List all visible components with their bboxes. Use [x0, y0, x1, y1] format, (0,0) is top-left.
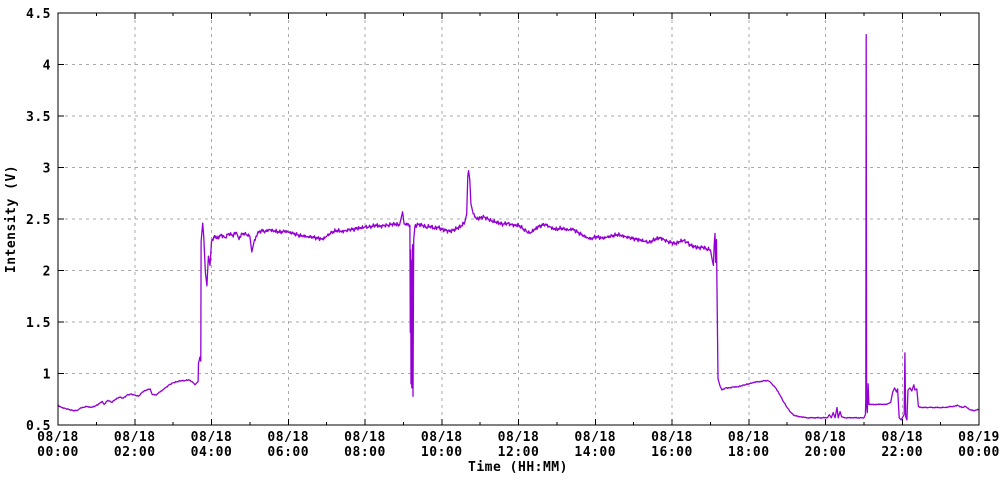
y-tick-label: 3.5	[26, 110, 51, 125]
axis-layer: 08/1800:0008/1802:0008/1804:0008/1806:00…	[26, 7, 1000, 460]
x-tick-label-time: 02:00	[114, 445, 156, 460]
x-tick-label-time: 08:00	[344, 445, 386, 460]
x-tick-label-date: 08/19	[958, 430, 1000, 445]
x-tick-label-date: 08/18	[881, 430, 923, 445]
x-tick-label-time: 16:00	[651, 445, 693, 460]
y-tick-label: 1.5	[26, 316, 51, 331]
x-tick-label-date: 08/18	[37, 430, 79, 445]
y-tick-label: 4.5	[26, 7, 51, 22]
y-tick-label: 0.5	[26, 419, 51, 434]
grid-layer	[58, 13, 979, 425]
x-tick-label-time: 14:00	[574, 445, 616, 460]
x-tick-label-date: 08/18	[421, 430, 463, 445]
x-tick-label-time: 22:00	[881, 445, 923, 460]
x-tick-label-date: 08/18	[574, 430, 616, 445]
x-tick-label-time: 10:00	[421, 445, 463, 460]
x-tick-label-date: 08/18	[651, 430, 693, 445]
x-tick-label-date: 08/18	[728, 430, 770, 445]
x-tick-label-time: 18:00	[728, 445, 770, 460]
trace-layer	[57, 33, 980, 421]
x-axis-title: Time (HH:MM)	[468, 460, 568, 475]
x-tick-label-date: 08/18	[191, 430, 233, 445]
x-tick-label-date: 08/18	[114, 430, 156, 445]
x-tick-label-time: 00:00	[37, 445, 79, 460]
x-tick-label-time: 12:00	[498, 445, 540, 460]
x-tick-label-time: 04:00	[191, 445, 233, 460]
x-tick-label-date: 08/18	[498, 430, 540, 445]
y-tick-label: 4	[43, 59, 51, 74]
y-tick-label: 1	[43, 368, 51, 383]
x-tick-label-time: 20:00	[805, 445, 847, 460]
x-tick-label-date: 08/18	[344, 430, 386, 445]
y-tick-label: 2.5	[26, 213, 51, 228]
x-tick-label-date: 08/18	[805, 430, 847, 445]
y-axis-title: Intensity (V)	[4, 165, 19, 273]
intensity-trace	[57, 33, 980, 421]
x-tick-label-date: 08/18	[267, 430, 309, 445]
y-tick-label: 2	[43, 265, 51, 280]
y-tick-label: 3	[43, 162, 51, 177]
x-tick-label-time: 06:00	[267, 445, 309, 460]
x-tick-label-time: 00:00	[958, 445, 1000, 460]
